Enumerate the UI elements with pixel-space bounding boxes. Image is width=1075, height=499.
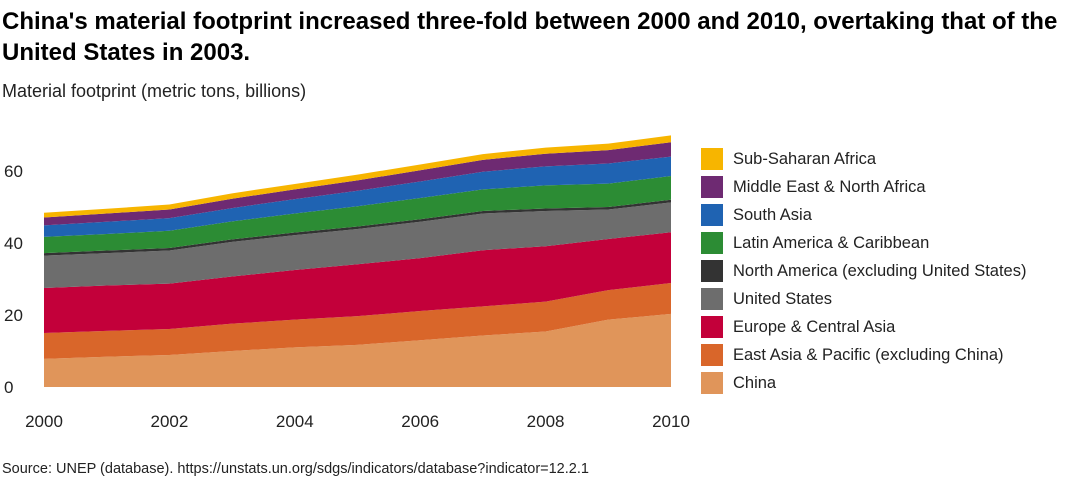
legend-swatch: [701, 176, 723, 198]
legend-item: Latin America & Caribbean: [701, 229, 1026, 257]
x-tick-label: 2006: [401, 412, 439, 431]
legend-swatch: [701, 260, 723, 282]
legend-swatch: [701, 148, 723, 170]
legend-item: Middle East & North Africa: [701, 173, 1026, 201]
y-tick-label: 60: [4, 162, 23, 181]
legend-label: Middle East & North Africa: [733, 177, 926, 196]
legend-item: China: [701, 369, 1026, 397]
y-axis-ticks: 0 20 40 60: [4, 162, 23, 397]
legend-label: Sub-Saharan Africa: [733, 149, 877, 168]
legend-item: East Asia & Pacific (excluding China): [701, 341, 1026, 369]
area-layers: [44, 135, 671, 387]
legend-swatch: [701, 232, 723, 254]
legend-swatch: [701, 372, 723, 394]
area-series-4: [44, 199, 671, 256]
legend-item: North America (excluding United States): [701, 257, 1026, 285]
legend-item: Sub-Saharan Africa: [701, 145, 1026, 173]
area-series-3: [44, 202, 671, 288]
legend-label: South Asia: [733, 205, 812, 224]
y-tick-label: 40: [4, 234, 23, 253]
area-series-0: [44, 313, 671, 387]
area-series-6: [44, 156, 671, 237]
x-tick-label: 2002: [150, 412, 188, 431]
legend-label: East Asia & Pacific (excluding China): [733, 345, 1004, 364]
x-tick-label: 2004: [276, 412, 314, 431]
x-tick-label: 2000: [25, 412, 63, 431]
area-series-1: [44, 282, 671, 359]
legend-label: Europe & Central Asia: [733, 317, 896, 336]
legend-label: United States: [733, 289, 833, 308]
x-axis-ticks: 2000 2002 2004 2006 2008 2010: [25, 412, 690, 431]
legend-label: Latin America & Caribbean: [733, 233, 930, 252]
legend-item: United States: [701, 285, 1026, 313]
area-series-8: [44, 135, 671, 218]
source-note: Source: UNEP (database). https://unstats…: [2, 461, 589, 477]
legend-item: South Asia: [701, 201, 1026, 229]
x-tick-label: 2010: [652, 412, 690, 431]
chart-title: China's material footprint increased thr…: [2, 8, 1058, 66]
legend-swatch: [701, 316, 723, 338]
legend-swatch: [701, 204, 723, 226]
chart-subtitle: Material footprint (metric tons, billion…: [2, 81, 307, 101]
legend-label: North America (excluding United States): [733, 261, 1027, 280]
legend-item: Europe & Central Asia: [701, 313, 1026, 341]
legend-label: China: [733, 373, 777, 392]
area-series-2: [44, 232, 671, 333]
legend: Sub-Saharan Africa Middle East & North Af…: [701, 145, 1026, 397]
y-tick-label: 0: [4, 378, 13, 397]
x-tick-label: 2008: [527, 412, 565, 431]
legend-swatch: [701, 288, 723, 310]
area-series-5: [44, 176, 671, 254]
y-tick-label: 20: [4, 306, 23, 325]
area-series-7: [44, 142, 671, 226]
legend-swatch: [701, 344, 723, 366]
